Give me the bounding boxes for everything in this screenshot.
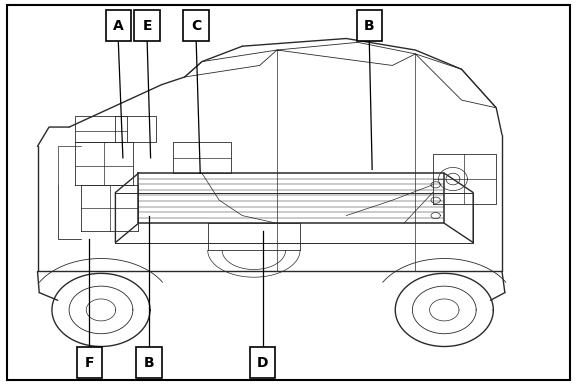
- FancyBboxPatch shape: [134, 10, 160, 41]
- Text: B: B: [144, 356, 154, 370]
- FancyBboxPatch shape: [77, 347, 102, 378]
- Text: D: D: [257, 356, 268, 370]
- FancyBboxPatch shape: [250, 347, 275, 378]
- Text: B: B: [364, 19, 374, 33]
- FancyBboxPatch shape: [357, 10, 382, 41]
- FancyBboxPatch shape: [106, 10, 131, 41]
- Text: C: C: [191, 19, 201, 33]
- Text: A: A: [113, 19, 123, 33]
- FancyBboxPatch shape: [136, 347, 162, 378]
- Text: F: F: [85, 356, 94, 370]
- Text: E: E: [143, 19, 152, 33]
- FancyBboxPatch shape: [183, 10, 209, 41]
